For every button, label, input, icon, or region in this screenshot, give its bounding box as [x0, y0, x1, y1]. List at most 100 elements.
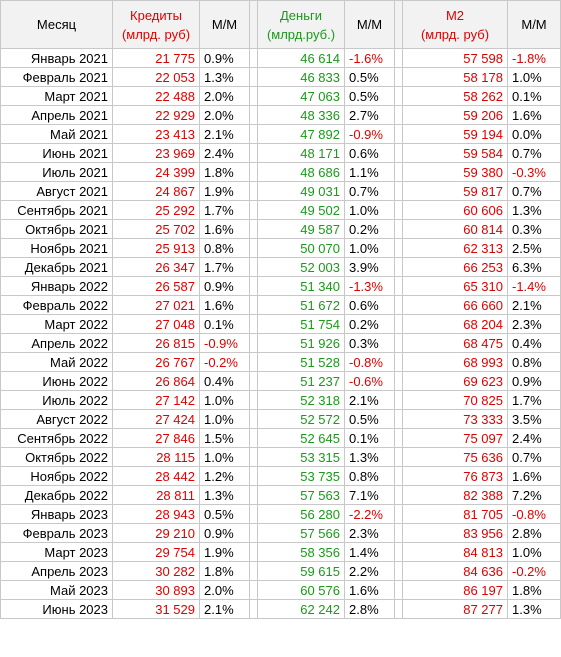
- cell-credits-mm: 0.5%: [199, 504, 250, 524]
- column-gap: [249, 428, 258, 448]
- cell-credits: 29 754: [112, 542, 200, 562]
- cell-credits-mm: 1.7%: [199, 257, 250, 277]
- cell-credits: 28 115: [112, 447, 200, 467]
- cell-money-mm: 1.0%: [344, 238, 395, 258]
- cell-m2-mm: 0.7%: [507, 447, 561, 467]
- cell-credits-mm: 0.1%: [199, 314, 250, 334]
- cell-money: 58 356: [257, 542, 345, 562]
- cell-money: 62 242: [257, 599, 345, 619]
- cell-money-mm: 0.5%: [344, 409, 395, 429]
- column-gap: [249, 371, 258, 391]
- table-row: Июнь 2021 23 969 2.4% 48 171 0.6% 59 584 0.7%: [0, 143, 561, 163]
- column-gap: [394, 257, 403, 277]
- column-gap: [394, 466, 403, 486]
- cell-money-mm: 0.5%: [344, 86, 395, 106]
- cell-m2-mm: -0.8%: [507, 504, 561, 524]
- cell-m2: 62 313: [402, 238, 508, 258]
- cell-credits: 24 399: [112, 162, 200, 182]
- table-row: Апрель 2023 30 282 1.8% 59 615 2.2% 84 636 -0.…: [0, 561, 561, 581]
- cell-money-mm: 7.1%: [344, 485, 395, 505]
- cell-credits-mm: 1.8%: [199, 561, 250, 581]
- cell-credits-mm: 2.0%: [199, 580, 250, 600]
- cell-m2-mm: 1.8%: [507, 580, 561, 600]
- cell-money-mm: 0.2%: [344, 314, 395, 334]
- cell-money-mm: 0.6%: [344, 295, 395, 315]
- cell-m2-mm: 1.3%: [507, 599, 561, 619]
- cell-month: Апрель 2022: [0, 333, 113, 353]
- column-gap: [249, 542, 258, 562]
- cell-month: Сентябрь 2022: [0, 428, 113, 448]
- header-credits-mm: М/М: [199, 0, 250, 49]
- cell-credits-mm: 0.9%: [199, 48, 250, 68]
- column-gap: [249, 485, 258, 505]
- column-gap: [394, 542, 403, 562]
- cell-credits-mm: 1.6%: [199, 219, 250, 239]
- cell-m2-mm: 2.4%: [507, 428, 561, 448]
- table-row: Январь 2022 26 587 0.9% 51 340 -1.3% 65 310 -1…: [0, 276, 561, 296]
- cell-month: Октябрь 2022: [0, 447, 113, 467]
- cell-money-mm: 1.0%: [344, 200, 395, 220]
- column-gap: [249, 48, 258, 68]
- table-row: Октябрь 2022 28 115 1.0% 53 315 1.3% 75 636 0.…: [0, 447, 561, 467]
- cell-m2-mm: 2.1%: [507, 295, 561, 315]
- cell-month: Январь 2021: [0, 48, 113, 68]
- column-gap: [249, 314, 258, 334]
- cell-credits: 22 929: [112, 105, 200, 125]
- cell-money: 51 754: [257, 314, 345, 334]
- header-money-title: Деньги: [280, 7, 322, 23]
- column-gap: [394, 181, 403, 201]
- cell-money-mm: 2.7%: [344, 105, 395, 125]
- cell-month: Февраль 2023: [0, 523, 113, 543]
- column-gap: [249, 561, 258, 581]
- cell-money-mm: 1.4%: [344, 542, 395, 562]
- table-body: Январь 2021 21 775 0.9% 46 614 -1.6% 57 598 -1…: [0, 48, 561, 619]
- cell-credits: 26 347: [112, 257, 200, 277]
- table-row: Август 2021 24 867 1.9% 49 031 0.7% 59 817 0.7…: [0, 181, 561, 201]
- cell-credits: 27 142: [112, 390, 200, 410]
- column-gap: [249, 504, 258, 524]
- cell-month: Январь 2022: [0, 276, 113, 296]
- cell-month: Декабрь 2021: [0, 257, 113, 277]
- cell-credits-mm: 1.0%: [199, 409, 250, 429]
- column-gap: [394, 333, 403, 353]
- column-gap: [394, 86, 403, 106]
- cell-m2-mm: 0.3%: [507, 219, 561, 239]
- cell-money-mm: 2.2%: [344, 561, 395, 581]
- cell-month: Февраль 2022: [0, 295, 113, 315]
- column-gap: [394, 124, 403, 144]
- cell-credits: 28 943: [112, 504, 200, 524]
- cell-m2-mm: 0.0%: [507, 124, 561, 144]
- cell-credits-mm: 1.5%: [199, 428, 250, 448]
- cell-m2-mm: 1.6%: [507, 466, 561, 486]
- cell-money: 46 614: [257, 48, 345, 68]
- cell-m2: 70 825: [402, 390, 508, 410]
- column-gap: [249, 67, 258, 87]
- column-gap: [249, 0, 258, 49]
- column-gap: [249, 181, 258, 201]
- cell-month: Ноябрь 2022: [0, 466, 113, 486]
- table-row: Июнь 2022 26 864 0.4% 51 237 -0.6% 69 623 0.9%: [0, 371, 561, 391]
- cell-money: 52 318: [257, 390, 345, 410]
- cell-money: 51 672: [257, 295, 345, 315]
- cell-m2: 83 956: [402, 523, 508, 543]
- cell-m2-mm: -1.4%: [507, 276, 561, 296]
- cell-credits-mm: -0.2%: [199, 352, 250, 372]
- table-row: Февраль 2021 22 053 1.3% 46 833 0.5% 58 178 1.…: [0, 67, 561, 87]
- cell-m2: 84 813: [402, 542, 508, 562]
- cell-m2-mm: 0.9%: [507, 371, 561, 391]
- cell-month: Июль 2022: [0, 390, 113, 410]
- table-row: Апрель 2022 26 815 -0.9% 51 926 0.3% 68 475 0.…: [0, 333, 561, 353]
- column-gap: [394, 238, 403, 258]
- cell-month: Август 2022: [0, 409, 113, 429]
- cell-money-mm: 2.1%: [344, 390, 395, 410]
- cell-credits-mm: 2.1%: [199, 124, 250, 144]
- table-row: Июнь 2023 31 529 2.1% 62 242 2.8% 87 277 1.3%: [0, 599, 561, 619]
- cell-credits: 22 053: [112, 67, 200, 87]
- table-row: Март 2021 22 488 2.0% 47 063 0.5% 58 262 0.1%: [0, 86, 561, 106]
- column-gap: [249, 200, 258, 220]
- cell-credits: 27 048: [112, 314, 200, 334]
- column-gap: [394, 371, 403, 391]
- column-gap: [394, 428, 403, 448]
- cell-money: 48 171: [257, 143, 345, 163]
- cell-money-mm: 1.3%: [344, 447, 395, 467]
